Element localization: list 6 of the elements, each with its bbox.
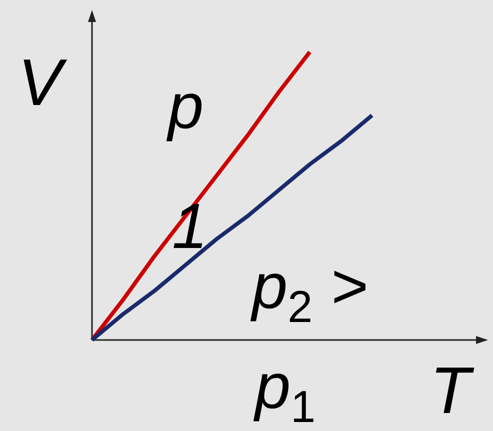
annotation: 1: [172, 190, 208, 262]
text: p$_{1}$: [253, 350, 316, 431]
x-axis-title: T: [430, 353, 475, 427]
annotation: p$_{2}$ >: [250, 250, 368, 332]
y-axis-title: V: [18, 45, 68, 119]
annotation: p: [166, 70, 204, 142]
